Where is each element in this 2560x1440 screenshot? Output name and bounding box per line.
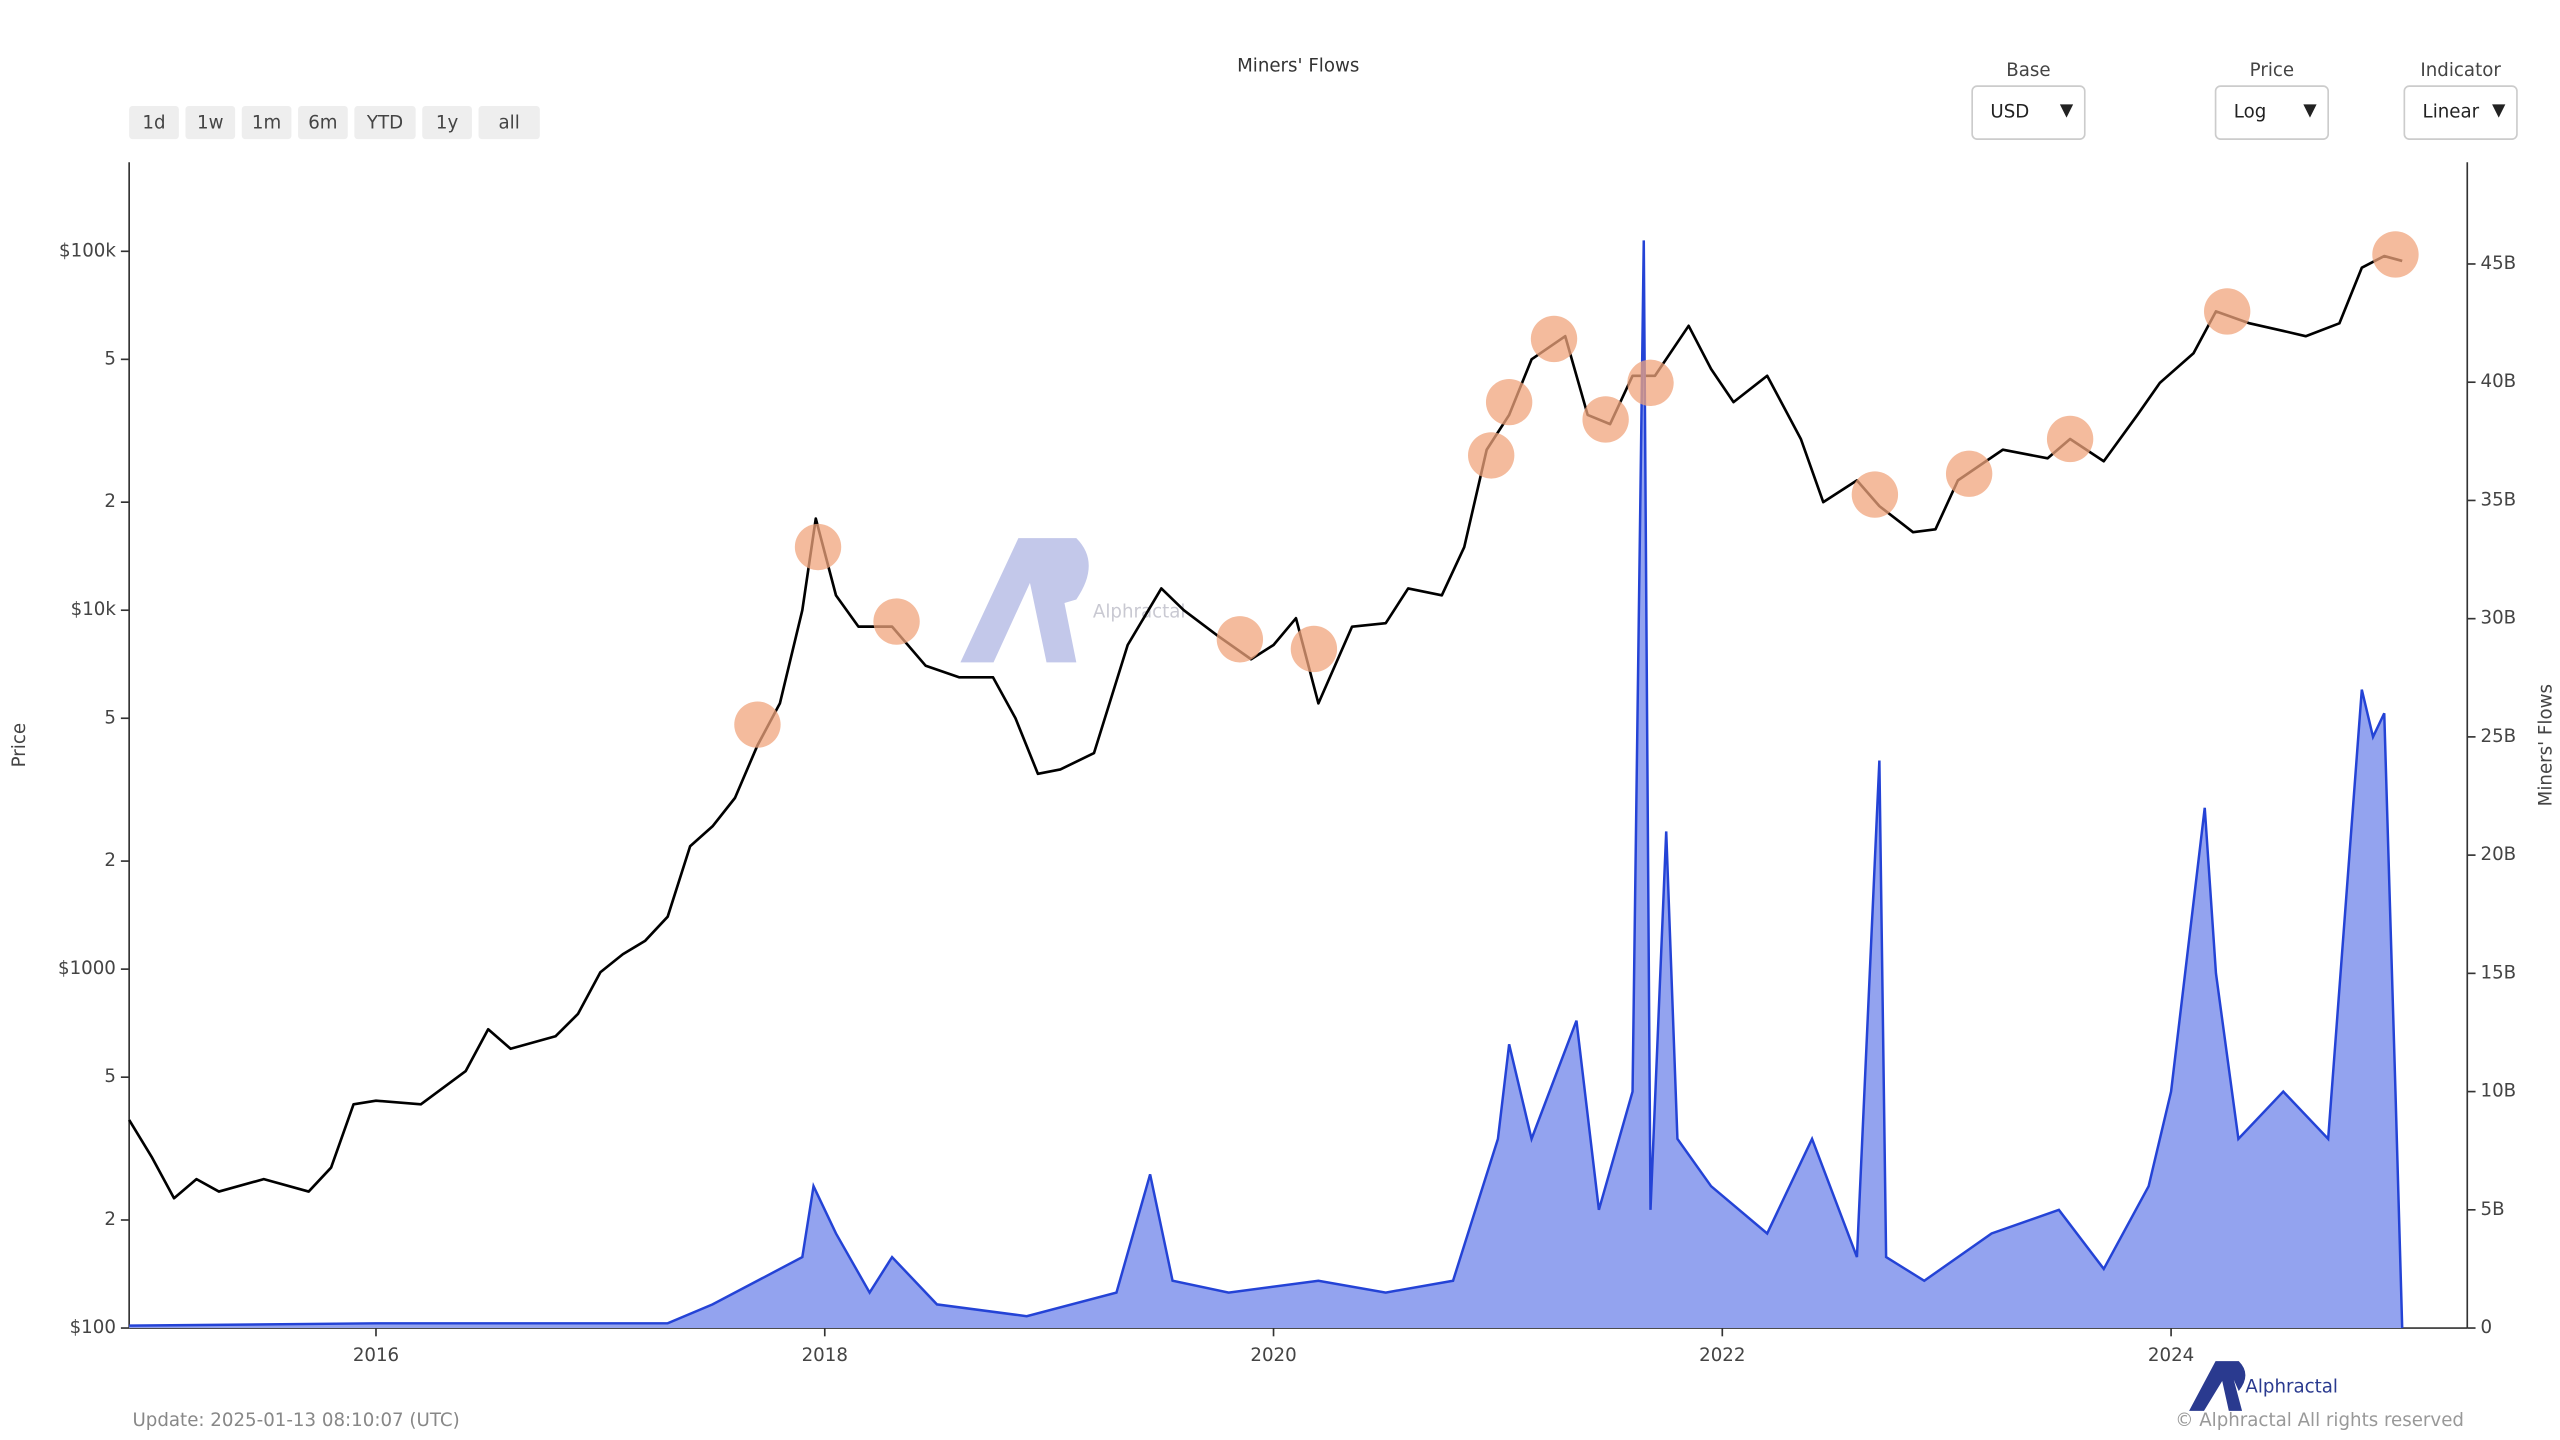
dropdown-label: Base <box>2006 60 2050 81</box>
highlight <box>873 598 920 645</box>
y-tick-label: $100 <box>70 1317 116 1338</box>
range-button[interactable] <box>241 105 292 140</box>
y2-tick-label: 10B <box>2481 1081 2517 1102</box>
price-line <box>128 254 2403 1200</box>
y-tick-label: 2 <box>104 850 116 871</box>
range-button-label[interactable]: 1y <box>436 112 459 133</box>
x-tick-label: 2018 <box>802 1345 848 1366</box>
highlight <box>1627 359 1674 407</box>
range-button-label[interactable]: 1d <box>142 112 165 133</box>
y-tick-label: 2 <box>104 1209 116 1230</box>
y2-tick-label: 25B <box>2481 726 2517 747</box>
brand: Alphractal <box>2245 1377 2338 1398</box>
dropdown[interactable] <box>1971 85 2086 140</box>
chart-title: Miners' Flows <box>1237 55 1359 76</box>
dropdown-value[interactable]: Linear <box>2423 102 2480 123</box>
range-button-label[interactable]: all <box>499 112 520 133</box>
range-button-label[interactable]: YTD <box>366 112 403 133</box>
range-button[interactable] <box>354 105 416 140</box>
y-tick-label: 2 <box>104 491 116 512</box>
highlight <box>1530 315 1578 363</box>
y2-tick-label: 15B <box>2481 962 2517 983</box>
update-text: Update: 2025-01-13 08:10:07 (UTC) <box>132 1410 459 1431</box>
dropdown[interactable] <box>2403 85 2518 140</box>
highlight <box>2372 231 2419 278</box>
y2-tick-label: 5B <box>2481 1199 2505 1220</box>
highlight <box>1468 432 1515 479</box>
x-tick-label: 2024 <box>2148 1345 2194 1366</box>
highlight <box>1485 378 1533 426</box>
highlight <box>2203 288 2251 335</box>
watermark-logo <box>960 538 1089 663</box>
dropdown-label: Indicator <box>2420 60 2501 81</box>
range-button[interactable] <box>129 105 179 140</box>
y2-tick-label: 35B <box>2481 489 2517 510</box>
range-button-label[interactable]: 1w <box>197 112 224 133</box>
flows-line <box>129 240 2404 1329</box>
y-tick-label: 5 <box>104 1066 116 1087</box>
y2-tick-label: 20B <box>2481 844 2517 865</box>
dropdown-value[interactable]: USD <box>1990 102 2029 123</box>
y2-tick-label: 30B <box>2481 608 2517 629</box>
y-tick-label: 5 <box>104 348 116 369</box>
copyright: © Alphractal All rights reserved <box>2175 1410 2464 1431</box>
brand-logo <box>2189 1361 2246 1411</box>
dropdown-value[interactable]: Log <box>2234 102 2267 123</box>
y-tick-label: 5 <box>104 707 116 728</box>
range-button[interactable] <box>422 105 472 140</box>
range-button[interactable] <box>298 105 348 140</box>
y-tick-label: $10k <box>71 599 117 620</box>
y-tick-label: $100k <box>59 240 116 261</box>
dropdown-arrow[interactable] <box>2492 104 2506 118</box>
x-tick-label: 2020 <box>1250 1345 1296 1366</box>
x-tick-label: 2022 <box>1699 1345 1745 1366</box>
y2-axis-title: Miners' Flows <box>2536 684 2557 806</box>
y-axis-title: Price <box>9 723 30 767</box>
dropdown-arrow[interactable] <box>2059 104 2074 118</box>
flows-area <box>129 240 2403 1329</box>
highlight <box>1582 396 1629 443</box>
range-button-label[interactable]: 6m <box>308 112 337 133</box>
dropdown-arrow[interactable] <box>2303 104 2317 118</box>
y2-tick-label: 40B <box>2481 371 2517 392</box>
y-tick-label: $1000 <box>58 958 116 979</box>
highlight <box>1945 450 1993 497</box>
x-tick-label: 2016 <box>353 1345 399 1366</box>
range-button-label[interactable]: 1m <box>252 112 281 133</box>
highlight <box>1851 471 1899 518</box>
range-button[interactable] <box>478 105 540 140</box>
watermark: Alphractal <box>1093 602 1186 623</box>
y2-tick-label: 0 <box>2481 1317 2493 1338</box>
highlight <box>2046 415 2094 463</box>
dropdown-label: Price <box>2250 60 2294 81</box>
range-button[interactable] <box>185 105 236 140</box>
y2-tick-label: 45B <box>2481 253 2517 274</box>
dropdown[interactable] <box>2214 85 2330 140</box>
highlight <box>1216 616 1264 663</box>
highlight <box>794 523 842 571</box>
highlight <box>734 701 781 748</box>
highlight <box>1290 625 1338 673</box>
